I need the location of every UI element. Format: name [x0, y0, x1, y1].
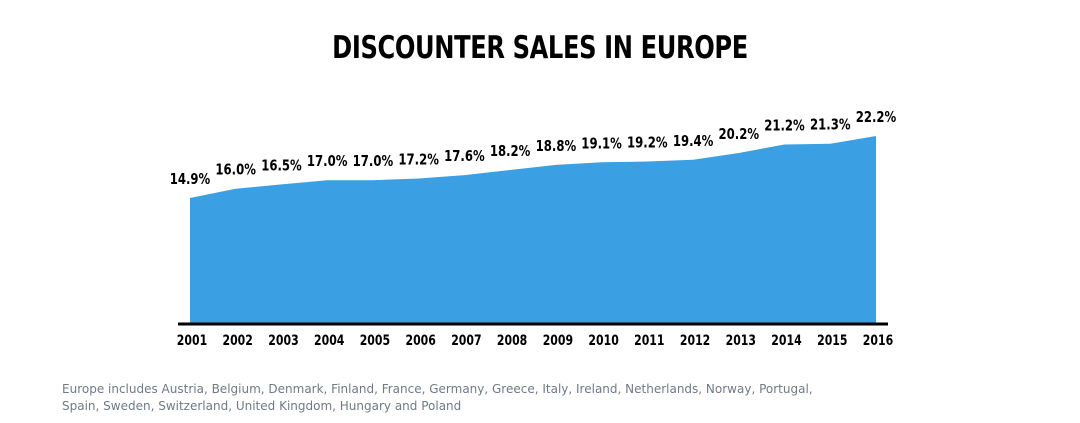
- value-label: 20.2%: [719, 127, 760, 144]
- value-label: 17.0%: [307, 154, 348, 171]
- x-tick-label: 2014: [771, 332, 802, 349]
- value-label: 19.4%: [673, 134, 714, 151]
- value-label: 17.6%: [444, 149, 485, 166]
- value-label: 17.2%: [398, 152, 439, 169]
- x-tick-label: 2011: [634, 332, 664, 349]
- x-tick-label: 2010: [588, 332, 619, 349]
- value-label: 16.0%: [215, 162, 256, 179]
- x-tick-label: 2001: [177, 332, 207, 349]
- value-label: 17.0%: [353, 154, 394, 171]
- x-tick-label: 2005: [360, 332, 390, 349]
- x-tick-label: 2012: [680, 332, 710, 349]
- chart-title: DISCOUNTER SALES IN EUROPE: [332, 30, 748, 66]
- value-label: 18.2%: [490, 144, 531, 161]
- value-label: 16.5%: [261, 158, 302, 175]
- value-label: 21.3%: [810, 117, 851, 134]
- value-labels: 14.9%16.0% 16.5% 17.0% 17.0% 17.2% 17.6% 18.2%…: [170, 110, 897, 189]
- value-label: 21.2%: [764, 118, 805, 135]
- value-label: 18.8%: [536, 139, 577, 156]
- x-tick-label: 2009: [543, 332, 573, 349]
- x-tick-label: 2003: [268, 332, 298, 349]
- x-tick-label: 2016: [863, 332, 894, 349]
- x-tick-label: 2002: [223, 332, 253, 349]
- value-label: 19.1%: [581, 136, 622, 153]
- area-series: [190, 136, 876, 323]
- value-label: 22.2%: [856, 110, 897, 127]
- footnote: Europe includes Austria, Belgium, Denmar…: [62, 382, 813, 413]
- x-tick-label: 2015: [817, 332, 847, 349]
- x-tick-label: 2007: [451, 332, 481, 349]
- x-tick-labels: 2001 2002 2003 2004 2005 2006 2007 2008 2009 2010…: [177, 332, 894, 349]
- value-label: 19.2%: [627, 135, 668, 152]
- value-label: 14.9%: [170, 172, 211, 189]
- x-tick-label: 2006: [406, 332, 437, 349]
- x-tick-label: 2013: [726, 332, 756, 349]
- x-tick-label: 2004: [314, 332, 345, 349]
- x-tick-label: 2008: [497, 332, 527, 349]
